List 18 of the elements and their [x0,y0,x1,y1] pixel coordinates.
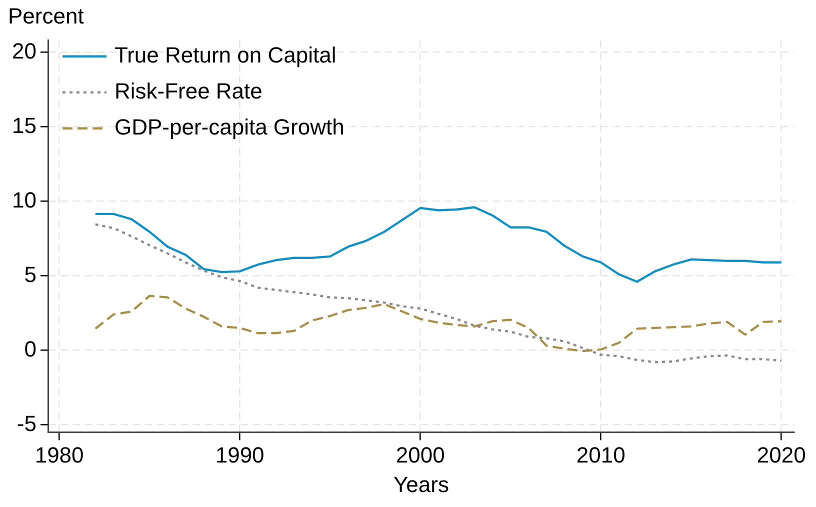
line-series [94,294,782,352]
x-tick-label: 2010 [576,442,626,468]
x-tick-label: 1990 [215,442,264,468]
x-tick-label: 1980 [34,442,84,468]
y-tick-label: 20 [12,38,36,64]
y-tick-label: 5 [24,262,36,287]
y-tick-label: 0 [24,336,36,362]
y-tick-label: 15 [12,112,36,138]
y-tick-label: 10 [12,187,36,212]
x-tick-label: 2000 [396,442,445,468]
x-axis-title: Years [394,472,449,497]
line-series [94,223,782,364]
y-tick-label: -5 [16,410,36,436]
legend-label: Risk-Free Rate [114,78,262,104]
y-axis-title: Percent [8,3,84,28]
x-tick-label: 2020 [756,442,806,468]
legend-label: GDP-per-capita Growth [114,114,344,140]
legend-label: True Return on Capital [114,42,336,68]
